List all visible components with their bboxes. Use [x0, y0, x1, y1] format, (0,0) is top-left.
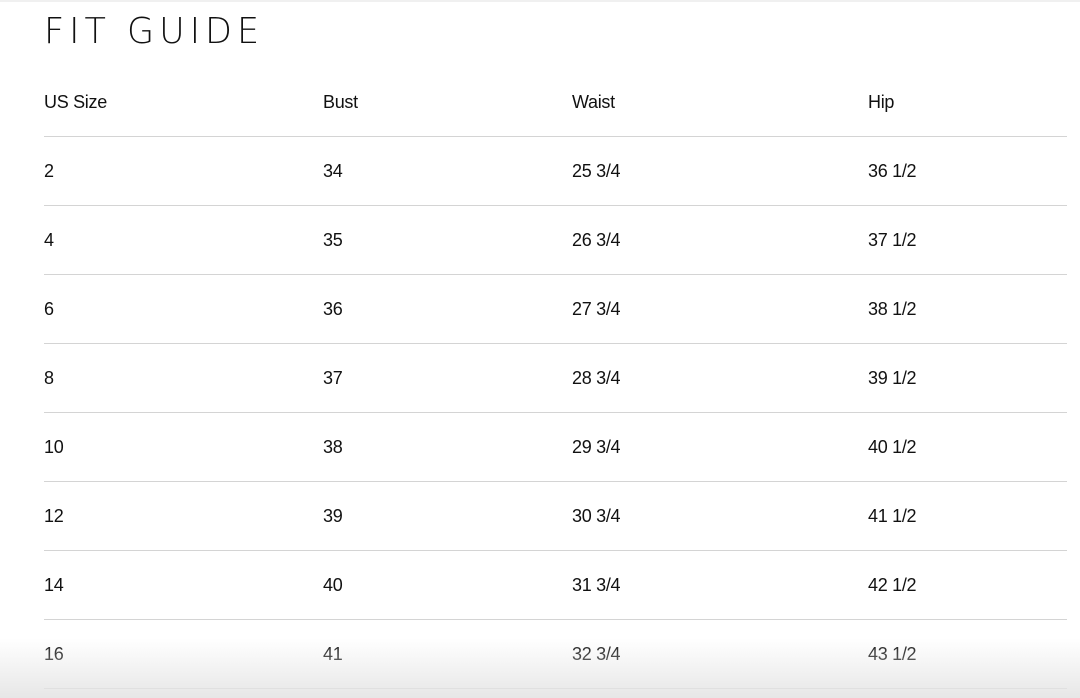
- table-row: 2 34 25 3/4 36 1/2: [44, 137, 1067, 206]
- table-row: 10 38 29 3/4 40 1/2: [44, 413, 1067, 482]
- cell-hip: 38 1/2: [868, 299, 917, 319]
- cell-hip: 40 1/2: [868, 437, 917, 457]
- row-divider: [44, 619, 1067, 620]
- cell-waist: 31 3/4: [572, 575, 621, 595]
- page-title: FIT GUIDE: [44, 11, 265, 53]
- cell-us-size: 14: [44, 575, 64, 595]
- table-row: 16 41 32 3/4 43 1/2: [44, 620, 1067, 689]
- cell-bust: 39: [323, 506, 343, 526]
- cell-bust: 40: [323, 575, 343, 595]
- cell-hip: 43 1/2: [868, 644, 917, 664]
- top-divider: [0, 0, 1080, 2]
- cell-us-size: 2: [44, 161, 54, 181]
- cell-waist: 26 3/4: [572, 230, 621, 250]
- cell-bust: 41: [323, 644, 343, 664]
- table-row: 14 40 31 3/4 42 1/2: [44, 551, 1067, 620]
- header-us-size: US Size: [44, 92, 107, 112]
- row-divider: [44, 481, 1067, 482]
- cell-waist: 29 3/4: [572, 437, 621, 457]
- cell-waist: 32 3/4: [572, 644, 621, 664]
- row-divider: [44, 274, 1067, 275]
- cell-bust: 38: [323, 437, 343, 457]
- row-divider: [44, 550, 1067, 551]
- row-divider: [44, 343, 1067, 344]
- cell-us-size: 10: [44, 437, 64, 457]
- cell-bust: 36: [323, 299, 343, 319]
- cell-us-size: 16: [44, 644, 64, 664]
- cell-hip: 42 1/2: [868, 575, 917, 595]
- cell-us-size: 6: [44, 299, 54, 319]
- cell-waist: 27 3/4: [572, 299, 621, 319]
- row-divider: [44, 136, 1067, 137]
- header-waist: Waist: [572, 92, 615, 112]
- table-row: 12 39 30 3/4 41 1/2: [44, 482, 1067, 551]
- cell-hip: 41 1/2: [868, 506, 917, 526]
- table-row: 4 35 26 3/4 37 1/2: [44, 206, 1067, 275]
- row-divider: [44, 412, 1067, 413]
- cell-hip: 39 1/2: [868, 368, 917, 388]
- header-hip: Hip: [868, 92, 895, 112]
- cell-us-size: 12: [44, 506, 64, 526]
- header-bust: Bust: [323, 92, 358, 112]
- table-row: 8 37 28 3/4 39 1/2: [44, 344, 1067, 413]
- table-row: 6 36 27 3/4 38 1/2: [44, 275, 1067, 344]
- cell-us-size: 8: [44, 368, 54, 388]
- cell-us-size: 4: [44, 230, 54, 250]
- row-divider: [44, 205, 1067, 206]
- cell-bust: 35: [323, 230, 343, 250]
- cell-waist: 28 3/4: [572, 368, 621, 388]
- cell-bust: 34: [323, 161, 343, 181]
- cell-hip: 37 1/2: [868, 230, 917, 250]
- cell-waist: 30 3/4: [572, 506, 621, 526]
- row-divider: [44, 688, 1067, 689]
- table-header-row: US Size Bust Waist Hip: [44, 68, 1067, 137]
- cell-waist: 25 3/4: [572, 161, 621, 181]
- cell-hip: 36 1/2: [868, 161, 917, 181]
- cell-bust: 37: [323, 368, 343, 388]
